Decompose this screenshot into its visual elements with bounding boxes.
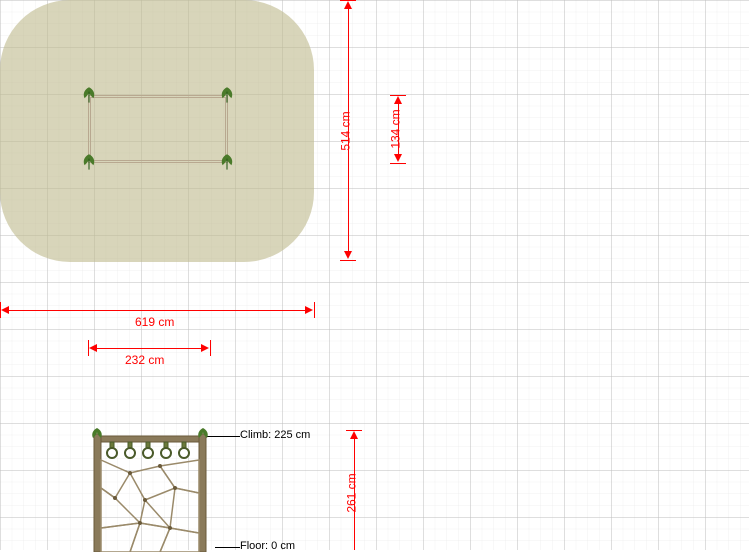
corner-leaf-icon [216, 85, 238, 107]
dimension-label: 232 cm [125, 353, 164, 367]
dimension-label: 619 cm [135, 315, 174, 329]
climbing-structure [90, 428, 210, 552]
corner-leaf-icon [216, 152, 238, 174]
dimension-label: 514 cm [339, 111, 353, 150]
callout-label: Floor: 0 cm [240, 540, 295, 552]
callout-label: Climb: 225 cm [240, 429, 310, 441]
dimension-label: 261 cm [345, 473, 359, 512]
top-structure-frame [88, 95, 228, 163]
dimension-label: 134 cm [389, 109, 403, 148]
corner-leaf-icon [78, 152, 100, 174]
corner-leaf-icon [78, 85, 100, 107]
